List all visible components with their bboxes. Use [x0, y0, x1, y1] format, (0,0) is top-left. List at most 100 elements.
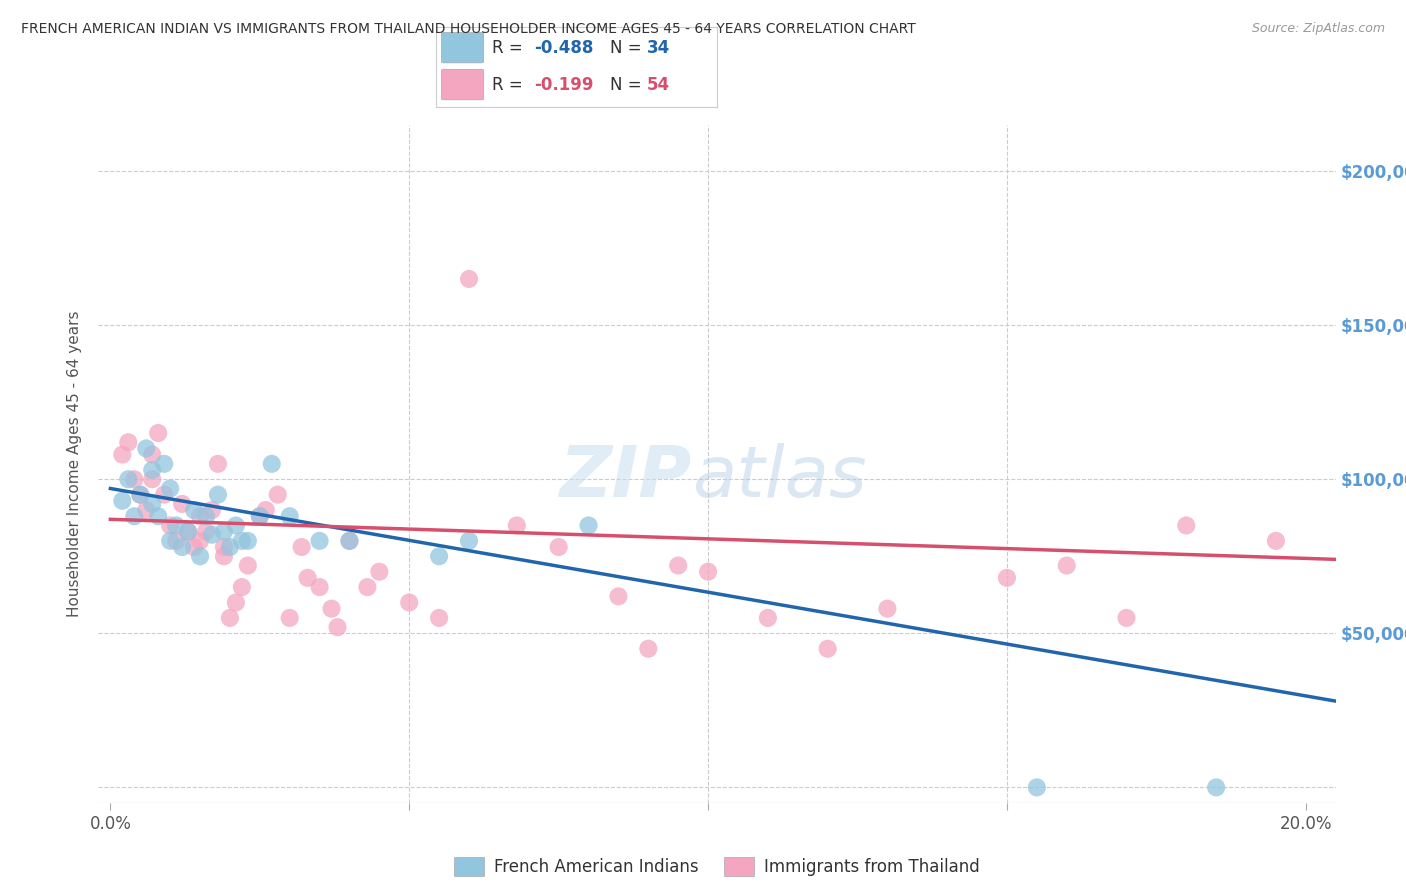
- Point: [1264, 533, 1286, 548]
- Point: [995, 571, 1018, 585]
- Text: N =: N =: [610, 76, 647, 94]
- Point: [547, 540, 569, 554]
- Point: [339, 533, 361, 548]
- Point: [212, 540, 235, 554]
- Point: [148, 425, 170, 440]
- Point: [177, 524, 200, 539]
- Point: [607, 590, 630, 604]
- Text: R =: R =: [492, 38, 529, 56]
- Point: [1025, 780, 1047, 795]
- Point: [111, 448, 134, 462]
- Point: [308, 580, 330, 594]
- Text: 34: 34: [647, 38, 671, 56]
- Point: [398, 595, 420, 609]
- Point: [260, 457, 283, 471]
- FancyBboxPatch shape: [441, 32, 484, 62]
- Point: [159, 482, 181, 496]
- Point: [111, 493, 134, 508]
- Point: [278, 611, 301, 625]
- Point: [254, 503, 277, 517]
- Point: [129, 488, 152, 502]
- Text: 54: 54: [647, 76, 669, 94]
- FancyBboxPatch shape: [441, 70, 484, 100]
- Point: [427, 611, 450, 625]
- Point: [458, 533, 481, 548]
- Point: [1205, 780, 1227, 795]
- Point: [159, 533, 181, 548]
- Point: [356, 580, 378, 594]
- Point: [183, 503, 205, 517]
- Point: [219, 540, 242, 554]
- Point: [1056, 558, 1078, 573]
- Point: [195, 509, 218, 524]
- Point: [225, 595, 247, 609]
- Point: [368, 565, 391, 579]
- Point: [124, 509, 146, 524]
- Point: [578, 518, 600, 533]
- Point: [135, 503, 157, 517]
- Point: [321, 601, 343, 615]
- Point: [666, 558, 689, 573]
- Point: [201, 527, 224, 541]
- Point: [188, 509, 211, 524]
- Point: [326, 620, 349, 634]
- Point: [124, 472, 146, 486]
- Point: [308, 533, 330, 548]
- Point: [1115, 611, 1137, 625]
- Point: [165, 518, 187, 533]
- Point: [236, 558, 259, 573]
- Point: [249, 509, 271, 524]
- Point: [212, 524, 235, 539]
- Point: [427, 549, 450, 564]
- Point: [231, 580, 253, 594]
- Text: N =: N =: [610, 38, 647, 56]
- Point: [117, 435, 139, 450]
- Text: Source: ZipAtlas.com: Source: ZipAtlas.com: [1251, 22, 1385, 36]
- Point: [297, 571, 319, 585]
- Y-axis label: Householder Income Ages 45 - 64 years: Householder Income Ages 45 - 64 years: [67, 310, 83, 617]
- Text: ZIP: ZIP: [560, 443, 692, 512]
- Point: [249, 509, 271, 524]
- Point: [506, 518, 529, 533]
- Text: -0.199: -0.199: [534, 76, 593, 94]
- Point: [225, 518, 247, 533]
- Point: [141, 448, 163, 462]
- Point: [207, 457, 229, 471]
- Point: [876, 601, 898, 615]
- Point: [207, 488, 229, 502]
- Point: [188, 533, 211, 548]
- Text: -0.488: -0.488: [534, 38, 593, 56]
- Point: [756, 611, 779, 625]
- Point: [219, 611, 242, 625]
- Point: [153, 488, 176, 502]
- Point: [172, 497, 194, 511]
- Point: [458, 272, 481, 286]
- Point: [165, 533, 187, 548]
- Text: R =: R =: [492, 76, 529, 94]
- Point: [1175, 518, 1198, 533]
- Point: [188, 549, 211, 564]
- Point: [291, 540, 314, 554]
- Point: [148, 509, 170, 524]
- Point: [267, 488, 290, 502]
- Text: FRENCH AMERICAN INDIAN VS IMMIGRANTS FROM THAILAND HOUSEHOLDER INCOME AGES 45 - : FRENCH AMERICAN INDIAN VS IMMIGRANTS FRO…: [21, 22, 915, 37]
- Point: [117, 472, 139, 486]
- Point: [159, 518, 181, 533]
- Point: [817, 641, 839, 656]
- Point: [231, 533, 253, 548]
- Point: [141, 463, 163, 477]
- Point: [153, 457, 176, 471]
- Point: [183, 540, 205, 554]
- Point: [141, 472, 163, 486]
- Point: [177, 524, 200, 539]
- Point: [201, 503, 224, 517]
- Point: [637, 641, 659, 656]
- Point: [212, 549, 235, 564]
- Point: [236, 533, 259, 548]
- Point: [129, 488, 152, 502]
- Point: [141, 497, 163, 511]
- Point: [195, 524, 218, 539]
- Point: [135, 442, 157, 456]
- Point: [172, 540, 194, 554]
- Point: [278, 509, 301, 524]
